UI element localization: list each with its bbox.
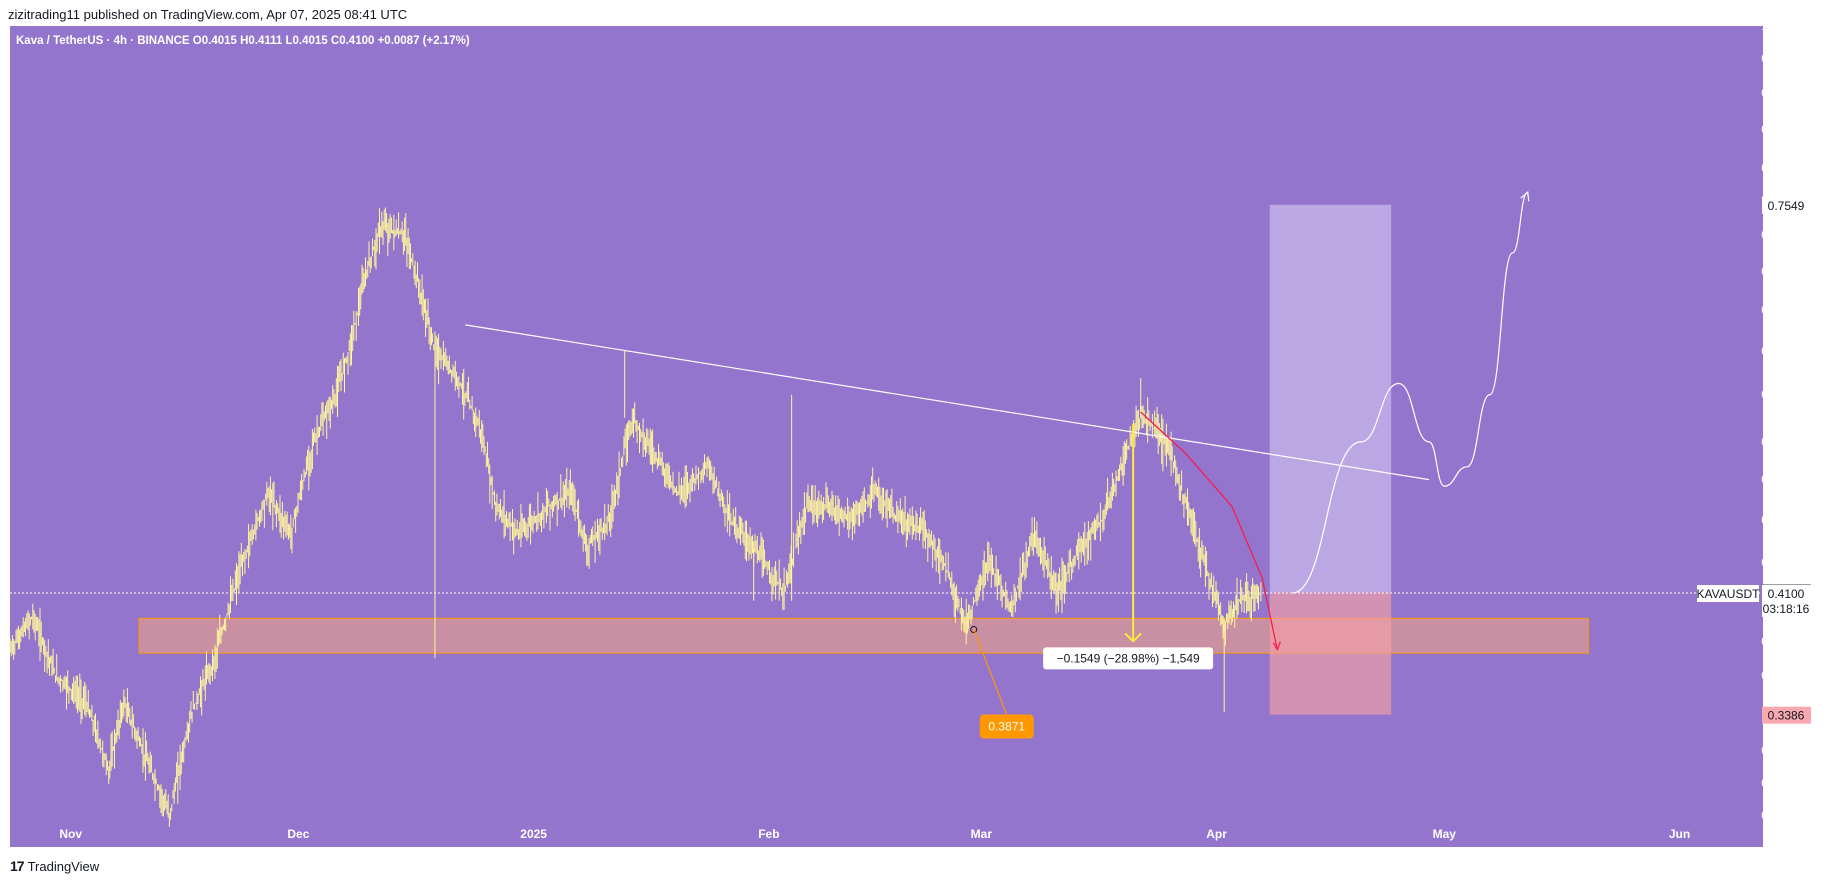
- price-flag-text: 0.3386: [1768, 709, 1805, 723]
- descending-trendline: [465, 324, 1430, 481]
- y-tick-label: 0.3200: [1761, 744, 1798, 758]
- measure-label: −0.1549 (−28.98%) −1,549: [1057, 651, 1200, 665]
- price-flag-box: [1762, 585, 1811, 618]
- x-tick-label: May: [1433, 827, 1457, 841]
- brand-name: TradingView: [27, 858, 100, 874]
- y-tick-label: 0.2890: [1761, 808, 1798, 822]
- y-tick-label: 0.3040: [1761, 776, 1798, 790]
- published-caption: zizitrading11 published on TradingView.c…: [8, 7, 408, 22]
- x-tick-label: 2025: [520, 827, 547, 841]
- annotation-badge-text: 0.3871: [988, 720, 1025, 734]
- red-projection-path: [1140, 411, 1278, 650]
- y-tick-label: 0.3800: [1761, 634, 1798, 648]
- price-flag-countdown: 03:18:16: [1763, 602, 1810, 616]
- y-tick-label: 0.9000: [1761, 86, 1798, 100]
- y-tick-label: 0.6800: [1761, 264, 1798, 278]
- price-flag-text: 0.7549: [1768, 199, 1805, 213]
- y-tick-label: 1.0000: [1761, 19, 1798, 33]
- symbol-flag-box: [1697, 585, 1759, 603]
- x-tick-label: Jun: [1669, 827, 1690, 841]
- annotation-marker: [970, 626, 978, 634]
- red-projection-arrowhead: [1272, 641, 1281, 652]
- symbol-ohlc-legend: Kava / TetherUS · 4h · BINANCE O0.4015 H…: [16, 35, 470, 47]
- y-tick-label: 0.9500: [1761, 52, 1798, 66]
- y-tick-label: 0.5600: [1761, 388, 1798, 402]
- symbol-flag-text: KAVAUSDT: [1697, 587, 1761, 601]
- x-tick-label: Dec: [287, 827, 309, 841]
- measure-label-box: [1043, 647, 1214, 670]
- y-tick-label: 0.3600: [1761, 669, 1798, 683]
- measure-arrowhead: [1124, 632, 1142, 643]
- bullish-projection-path: [1292, 191, 1529, 594]
- stop-zone-box: [1269, 592, 1392, 715]
- y-tick-label: 0.8000: [1761, 161, 1798, 175]
- price-flag-box: [1762, 196, 1811, 214]
- footer-brand[interactable]: 17 TradingView: [10, 858, 99, 874]
- y-tick-label: 0.4300: [1761, 556, 1798, 570]
- x-tick-label: Apr: [1206, 827, 1227, 841]
- y-tick-label: 0.8500: [1761, 122, 1798, 136]
- x-tick-label: Feb: [758, 827, 779, 841]
- x-tick-label: Nov: [59, 827, 82, 841]
- y-tick-label: 0.5200: [1761, 435, 1798, 449]
- y-tick-label: 0.6000: [1761, 344, 1798, 358]
- y-tick-label: 0.7200: [1761, 228, 1798, 242]
- chart-area[interactable]: [10, 26, 1763, 847]
- y-tick-label: 0.6400: [1761, 303, 1798, 317]
- y-tick-label: 0.4900: [1761, 473, 1798, 487]
- candles-group: [9, 207, 1262, 827]
- annotation-leader: [973, 629, 1008, 715]
- price-flag-text: 0.4100: [1768, 587, 1805, 601]
- x-tick-label: Mar: [971, 827, 993, 841]
- price-flag-box: [1762, 706, 1811, 724]
- bullish-projection-arrowhead: [1520, 191, 1530, 202]
- target-zone-box: [1269, 204, 1392, 593]
- y-tick-label: 0.4600: [1761, 513, 1798, 527]
- tradingview-logo-icon: 17: [10, 858, 25, 874]
- annotation-badge: [979, 714, 1034, 739]
